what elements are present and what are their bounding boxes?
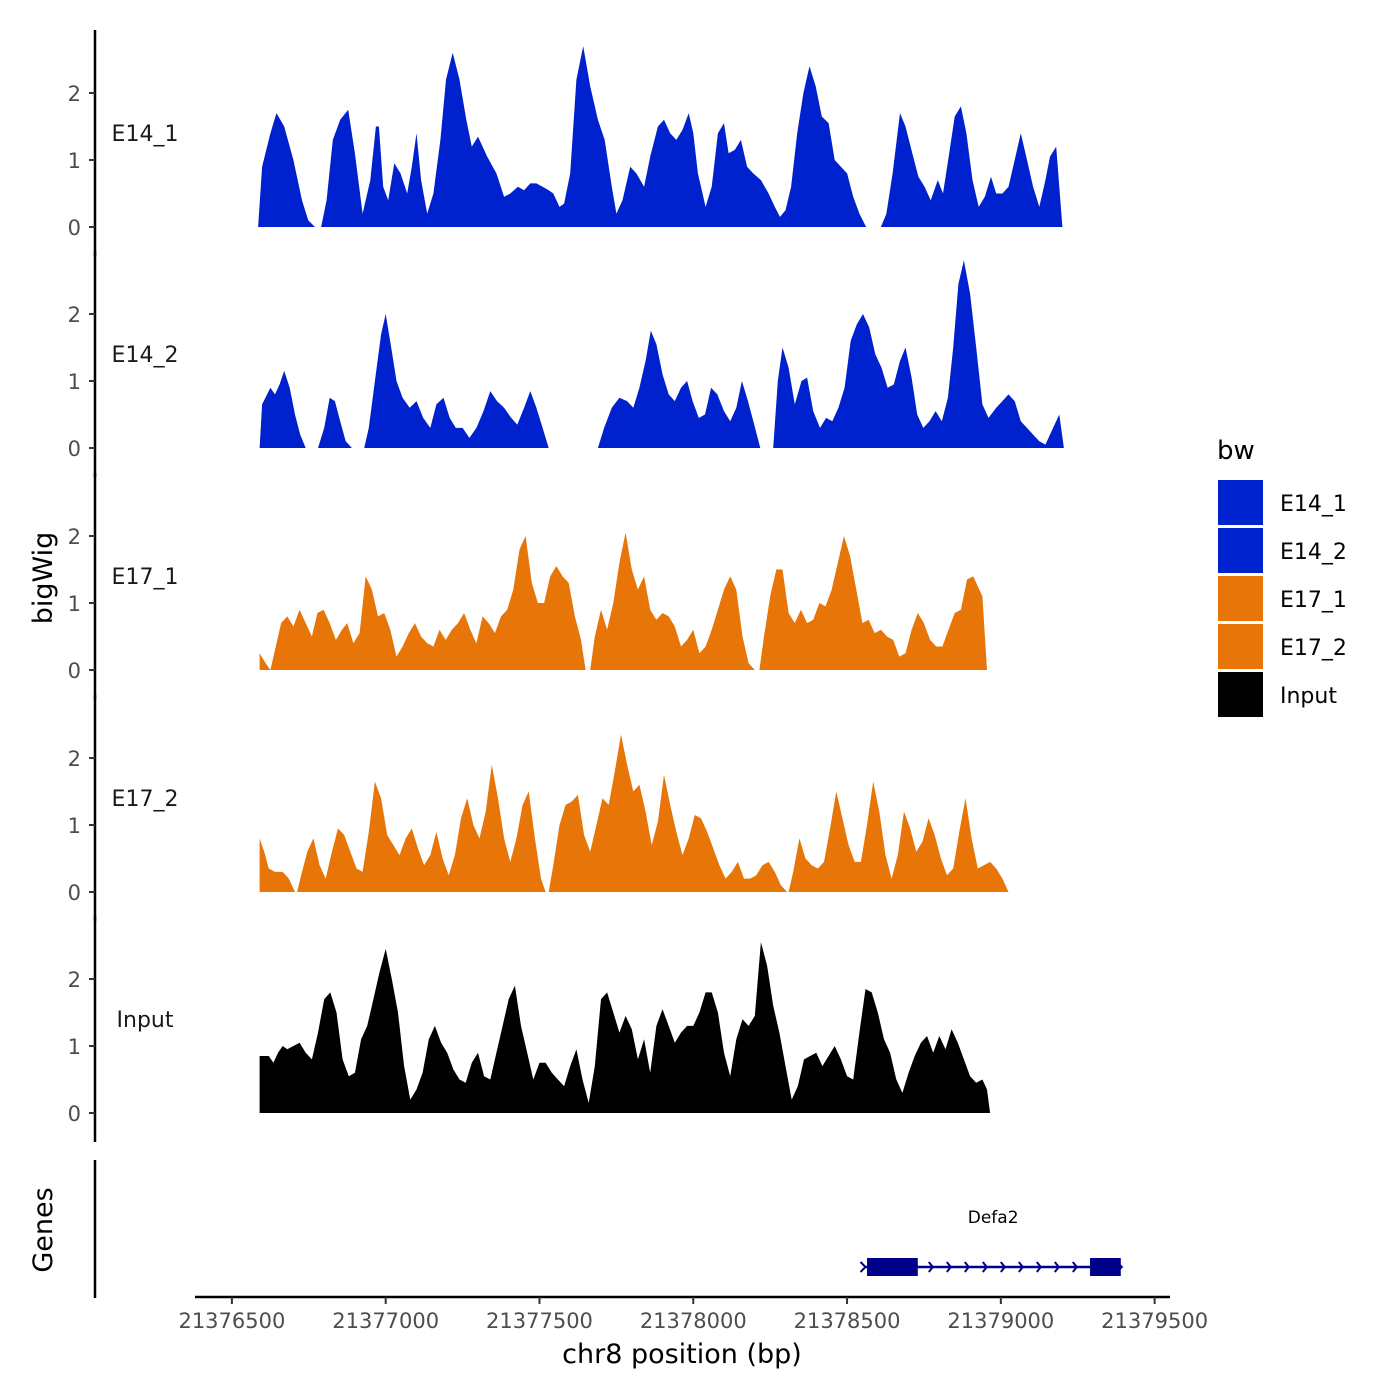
panels: 0 1 2 E14_1 0 1 2 E14_2 0 1 2 E17_1 0 1 2 E17_2 0 1 2 Input — [68, 30, 1064, 1142]
coverage-area-e17-1 — [259, 532, 988, 670]
y-tick-label: 1 — [68, 814, 81, 838]
y-tick-label: 2 — [68, 525, 81, 549]
x-tick-label: 21378500 — [794, 1309, 901, 1333]
panel-e17-2: 0 1 2 E17_2 — [68, 695, 1009, 921]
legend-label-e17-1: E17_1 — [1280, 588, 1347, 613]
gene-track-panel: Defa2 — [93, 1160, 1124, 1298]
y-tick-label: 1 — [68, 592, 81, 616]
x-tick-label: 21377000 — [332, 1309, 439, 1333]
x-tick-label: 21377500 — [486, 1309, 593, 1333]
y-tick-label: 1 — [68, 149, 81, 173]
strand-arrow — [964, 1261, 971, 1273]
gene-name-label: Defa2 — [968, 1208, 1019, 1228]
y-tick-label: 0 — [68, 437, 81, 461]
y-tick-label: 2 — [68, 303, 81, 327]
panel-input: 0 1 2 Input — [68, 916, 991, 1142]
x-axis: 21376500 21377000 21377500 21378000 21378500… — [178, 1295, 1208, 1333]
legend: bw E14_1 E14_2 E17_1 E17_2 Input — [1217, 436, 1347, 717]
y-tick-label: 0 — [68, 1102, 81, 1126]
strand-arrow — [1000, 1261, 1007, 1273]
coverage-area-e17-2 — [259, 734, 1009, 892]
y-tick-label: 0 — [68, 881, 81, 905]
legend-title: bw — [1217, 436, 1255, 466]
strand-arrow — [982, 1261, 989, 1273]
y-tick-label: 2 — [68, 747, 81, 771]
strand-arrow — [1054, 1261, 1061, 1273]
x-tick-label: 21379500 — [1101, 1309, 1208, 1333]
y-tick-label: 1 — [68, 1035, 81, 1059]
y-tick-label: 0 — [68, 216, 81, 240]
x-tick-label: 21376500 — [178, 1309, 285, 1333]
legend-key-e14-2 — [1218, 528, 1263, 573]
track-label-e17-1: E17_1 — [112, 565, 179, 590]
x-tick-label: 21379000 — [947, 1309, 1054, 1333]
x-axis-title: chr8 position (bp) — [562, 1339, 802, 1370]
coverage-area-input — [259, 942, 991, 1113]
legend-label-input: Input — [1280, 684, 1337, 709]
track-label-e14-2: E14_2 — [112, 343, 179, 368]
legend-key-e14-1 — [1218, 480, 1263, 525]
strand-arrow — [1018, 1261, 1025, 1273]
coverage-area-e14-2 — [259, 260, 1064, 448]
x-tick-label: 21378000 — [640, 1309, 747, 1333]
genes-axis-title: Genes — [28, 1187, 59, 1272]
y-tick-label: 1 — [68, 370, 81, 394]
y-tick-label: 0 — [68, 659, 81, 683]
legend-label-e14-2: E14_2 — [1280, 540, 1347, 565]
panel-e17-1: 0 1 2 E17_1 — [68, 473, 988, 699]
y-tick-label: 2 — [68, 968, 81, 992]
track-label-e17-2: E17_2 — [112, 787, 179, 812]
legend-label-e14-1: E14_1 — [1280, 492, 1347, 517]
y-axis-title: bigWig — [28, 532, 59, 625]
strand-arrow — [1036, 1261, 1043, 1273]
exon-block — [1090, 1258, 1121, 1276]
legend-key-input — [1218, 672, 1263, 717]
strand-arrow — [946, 1261, 953, 1273]
panel-e14-1: 0 1 2 E14_1 — [68, 30, 1063, 256]
legend-key-e17-1 — [1218, 576, 1263, 621]
track-label-input: Input — [117, 1008, 174, 1033]
track-label-e14-1: E14_1 — [112, 122, 179, 147]
strand-arrow — [859, 1261, 867, 1273]
legend-label-e17-2: E17_2 — [1280, 636, 1347, 661]
y-tick-label: 2 — [68, 82, 81, 106]
legend-key-e17-2 — [1218, 624, 1263, 669]
coverage-area-e14-1 — [258, 46, 1063, 227]
strand-arrow — [928, 1261, 935, 1273]
exon-block — [867, 1258, 918, 1276]
panel-e14-2: 0 1 2 E14_2 — [68, 251, 1064, 477]
strand-arrow — [1072, 1261, 1079, 1273]
